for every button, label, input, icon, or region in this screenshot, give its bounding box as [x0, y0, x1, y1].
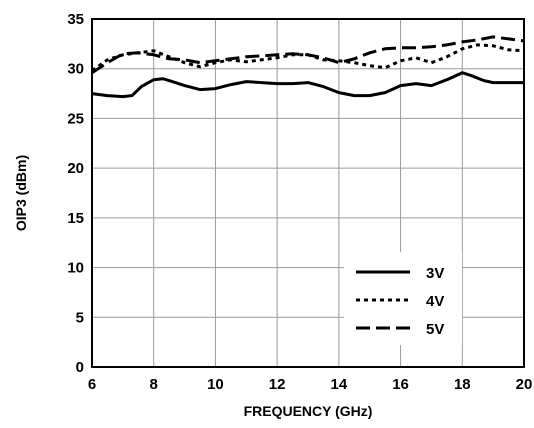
y-tick-label: 35 — [67, 11, 84, 28]
plot-frame — [91, 18, 525, 368]
x-tick-label: 14 — [331, 376, 348, 393]
x-tick-label: 20 — [516, 376, 533, 393]
y-axis-title: OIP3 (dBm) — [13, 155, 29, 231]
x-tick-label: 16 — [392, 376, 409, 393]
grid — [92, 19, 524, 367]
x-tick-label: 12 — [269, 376, 286, 393]
x-tick-label: 6 — [88, 376, 96, 393]
x-tick-label: 8 — [150, 376, 158, 393]
tick-labels: 6 8 10 12 14 16 18 20 0 5 10 15 20 25 30 35 — [67, 11, 532, 393]
series-line-4v — [91, 43, 525, 72]
y-tick-label: 0 — [76, 359, 84, 376]
series-layer — [91, 35, 525, 99]
y-tick-label: 25 — [67, 110, 84, 127]
x-axis-title: FREQUENCY (GHz) — [244, 403, 373, 419]
series-line-5v — [91, 35, 525, 74]
x-tick-label: 18 — [454, 376, 471, 393]
y-tick-label: 5 — [76, 309, 84, 326]
y-tick-label: 20 — [67, 160, 84, 177]
series-line-3v — [91, 71, 524, 99]
y-tick-label: 30 — [67, 61, 84, 78]
legend: 3V 4V 5V — [344, 252, 462, 345]
legend-label-3v: 3V — [426, 265, 444, 282]
legend-label-4v: 4V — [426, 293, 444, 310]
legend-label-5v: 5V — [426, 321, 444, 338]
y-tick-label: 10 — [67, 260, 84, 277]
x-tick-label: 10 — [207, 376, 224, 393]
y-tick-label: 15 — [67, 210, 84, 227]
